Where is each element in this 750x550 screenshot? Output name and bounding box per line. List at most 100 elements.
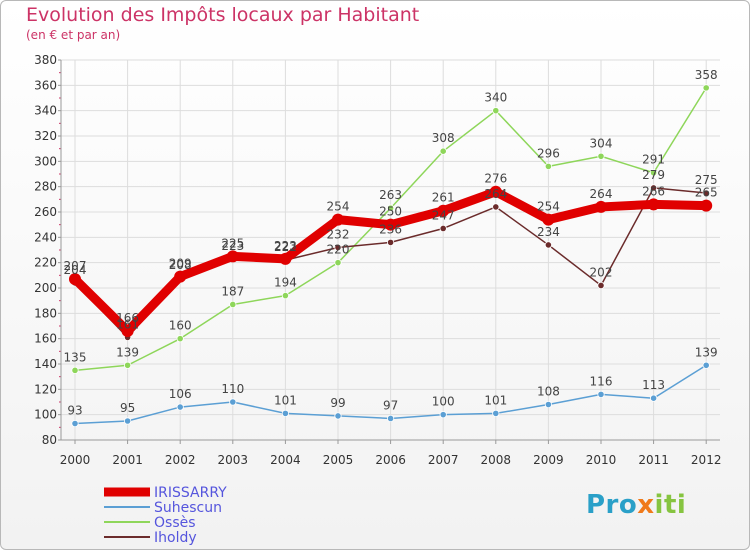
point-suhescun xyxy=(702,361,710,369)
point-irissarry xyxy=(700,199,713,212)
data-label-osses: 291 xyxy=(642,153,665,167)
point-iholdy xyxy=(492,203,500,211)
data-label-irissarry: 166 xyxy=(116,311,139,325)
legend-label-suhescun: Suhescun xyxy=(154,500,222,516)
point-irissarry xyxy=(226,250,239,263)
y-tick-label: 100 xyxy=(34,408,57,422)
data-label-irissarry: 225 xyxy=(221,236,244,250)
point-osses xyxy=(334,259,342,267)
series-layer xyxy=(69,84,713,428)
data-label-osses: 139 xyxy=(116,345,139,359)
y-tick-label: 340 xyxy=(34,104,57,118)
point-suhescun xyxy=(597,390,605,398)
point-iholdy xyxy=(544,241,553,249)
point-osses xyxy=(439,147,447,155)
data-label-irissarry: 261 xyxy=(432,191,455,205)
point-iholdy xyxy=(702,189,710,197)
point-irissarry xyxy=(489,185,502,198)
x-tick-label: 2012 xyxy=(691,453,722,467)
data-label-suhescun: 139 xyxy=(695,345,718,359)
point-osses xyxy=(124,361,132,369)
point-irissarry xyxy=(542,213,555,226)
point-irissarry xyxy=(595,200,607,213)
logo-part-1: Pro xyxy=(586,490,638,520)
data-label-iholdy: 222 xyxy=(274,240,297,254)
data-label-iholdy: 234 xyxy=(537,225,560,239)
data-label-iholdy: 279 xyxy=(642,168,665,182)
y-tick-label: 160 xyxy=(34,332,57,346)
chart-subtitle: (en € et par an) xyxy=(26,28,121,42)
data-label-osses: 304 xyxy=(590,136,613,150)
point-suhescun xyxy=(439,411,447,419)
data-label-osses: 358 xyxy=(695,68,718,82)
point-suhescun xyxy=(334,412,342,420)
y-tick-label: 240 xyxy=(34,230,57,244)
point-osses xyxy=(702,84,710,92)
data-label-irissarry: 265 xyxy=(695,186,718,200)
point-irissarry xyxy=(121,325,134,338)
y-tick-label: 180 xyxy=(34,306,57,320)
point-osses xyxy=(386,204,395,212)
point-osses xyxy=(597,152,605,160)
data-label-osses: 340 xyxy=(484,91,507,105)
data-label-osses: 296 xyxy=(537,146,560,160)
point-suhescun xyxy=(281,409,289,417)
x-tick-label: 2001 xyxy=(112,453,143,467)
y-tick-label: 280 xyxy=(34,180,57,194)
data-label-irissarry: 207 xyxy=(64,259,87,273)
point-suhescun xyxy=(649,394,658,402)
data-label-iholdy: 208 xyxy=(169,258,192,272)
y-tick-label: 380 xyxy=(34,53,57,67)
point-iholdy xyxy=(649,184,658,192)
y-tick-label: 320 xyxy=(34,129,57,143)
data-label-suhescun: 99 xyxy=(330,396,345,410)
data-label-osses: 308 xyxy=(432,131,455,145)
point-irissarry xyxy=(384,218,397,231)
y-tick-label: 200 xyxy=(34,281,57,295)
data-label-irissarry: 264 xyxy=(590,187,613,201)
point-suhescun xyxy=(229,398,237,406)
data-label-osses: 194 xyxy=(274,276,297,290)
chart-title: Evolution des Impôts locaux par Habitant xyxy=(26,4,420,26)
data-label-osses: 263 xyxy=(379,188,402,202)
point-suhescun xyxy=(176,403,184,411)
data-label-suhescun: 113 xyxy=(642,378,665,392)
point-irissarry xyxy=(437,204,450,217)
data-label-suhescun: 108 xyxy=(537,385,560,399)
data-label-iholdy: 202 xyxy=(590,265,613,279)
point-suhescun xyxy=(124,417,132,425)
data-label-iholdy: 204 xyxy=(64,263,87,277)
point-irissarry xyxy=(647,198,660,211)
data-label-iholdy: 223 xyxy=(221,239,244,253)
point-suhescun xyxy=(492,409,500,417)
data-label-iholdy: 161 xyxy=(116,317,139,331)
data-label-irissarry: 250 xyxy=(379,205,402,219)
data-label-osses: 220 xyxy=(327,243,350,257)
data-label-suhescun: 97 xyxy=(383,398,398,412)
proxiti-logo: Proxiti xyxy=(586,490,686,520)
point-osses xyxy=(71,366,79,374)
data-label-iholdy: 232 xyxy=(327,227,350,241)
point-osses xyxy=(176,335,184,343)
data-label-osses: 187 xyxy=(221,284,244,298)
data-label-irissarry: 209 xyxy=(169,257,192,271)
x-tick-label: 2002 xyxy=(165,453,196,467)
x-tick-label: 2004 xyxy=(270,453,301,467)
data-label-suhescun: 95 xyxy=(120,401,135,415)
data-label-iholdy: 247 xyxy=(432,208,455,222)
grid-layer xyxy=(61,59,720,440)
x-tick-label: 2000 xyxy=(60,453,91,467)
y-tick-label: 120 xyxy=(34,382,57,396)
point-osses xyxy=(281,291,289,300)
y-tick-label: 220 xyxy=(34,256,57,270)
legend-label-osses: Ossès xyxy=(154,515,196,531)
point-osses xyxy=(544,162,553,170)
data-label-suhescun: 106 xyxy=(169,387,192,401)
point-osses xyxy=(229,300,237,309)
legend-label-iholdy: Iholdy xyxy=(154,530,197,546)
data-label-irissarry: 254 xyxy=(537,200,560,214)
data-label-irissarry: 276 xyxy=(484,172,507,186)
data-label-iholdy: 275 xyxy=(695,173,718,187)
